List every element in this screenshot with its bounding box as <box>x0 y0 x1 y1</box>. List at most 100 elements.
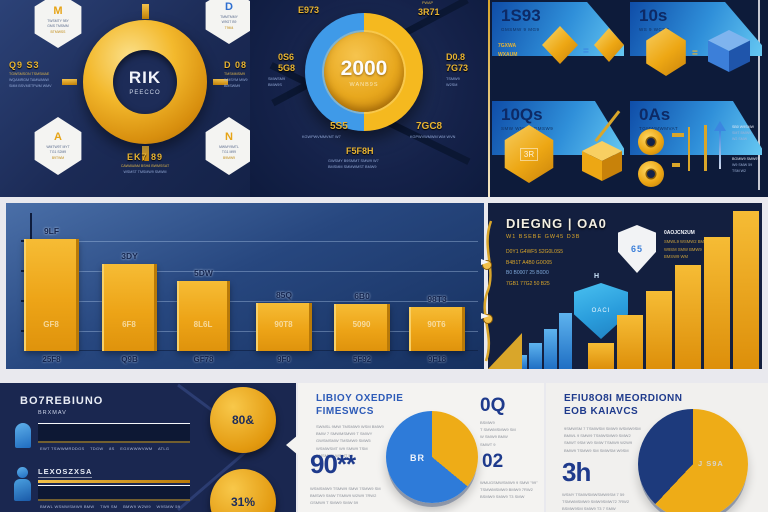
text-line: D0Y1 G4WF5 S2G0L0S5 <box>506 249 563 255</box>
ring-tick-icon <box>213 79 228 85</box>
gauge-label-left-1: 0S6 <box>278 52 295 62</box>
percent-badge: 31% <box>210 469 276 512</box>
divider-gold <box>488 0 490 197</box>
label-title: Q9 S3 <box>9 60 40 70</box>
card-paragraph: SWMSL 9MW TMSMW9 WSM BMW9 BMW 7 SMWMSMW9 … <box>316 423 388 459</box>
gauge-label-br: 7GC8 <box>416 121 443 132</box>
bar-value-label: 90T8 <box>274 320 293 329</box>
growth-subheading: W1 BSEBE GW45 D3B <box>506 234 581 240</box>
equals-icon: = <box>583 46 589 57</box>
hexagon-node: M TWSMTY 98Y GMS TMSMM BTMWSS <box>34 0 82 48</box>
ring-gauge: 2000 WANB9S <box>305 13 423 131</box>
text-line: W9 SMW 59 <box>732 162 753 167</box>
panel-gauge: 2000 WANB9S E973 PWAP 3R71 0S6 5G8 SMWSM… <box>250 0 488 197</box>
quadrant-2: 10s WS 9 WCSG = <box>628 0 768 98</box>
text-line: BSMW9 <box>480 420 495 425</box>
text-line: SMT BMW9 <box>732 130 752 135</box>
bar: 90T8 <box>256 303 312 351</box>
gauge-label-left-2: 5G8 <box>278 63 296 73</box>
text-line: W2 SMW <box>732 136 748 141</box>
gridline <box>30 241 478 242</box>
bar-chart-panel: 9LF GF8 25F8 3DY 6F8 Q9B 5DW 8L6L GF78 85Q 90T8 9F0… <box>6 203 484 369</box>
shield-note: 0AOJCN2UM SMWL9 WSMW2 BMW W9SM SMW BMW9 BMS… <box>664 229 734 261</box>
gauge-label-right-2: 7G73 <box>446 63 469 73</box>
marker-glyph: H <box>594 273 600 280</box>
growth-text-lines: D0Y1 G4WF5 S2G0L0S5 B4B1T A4B0 G0O05 B0 B0… <box>506 247 563 289</box>
shield-label: OACI <box>591 308 611 314</box>
card-heading-line2: FIMESWCS <box>316 405 374 417</box>
gauge-label-left-lines: SMWSM9 BMW9S <box>268 76 310 88</box>
gauge-label-tr: 3R71 <box>418 7 440 17</box>
pie-chart <box>386 411 478 503</box>
ring-subtitle: PEECCO <box>129 90 161 96</box>
text-line: SWMSL 9MW TMSMW9 WSM BMW9 <box>316 424 384 429</box>
bar-value-label: 90T6 <box>427 320 446 329</box>
text-line: BMWL 9 SMW9 TSMWSMW9 SMW2 <box>564 433 631 439</box>
stat-sub: TGMWMWMVAT <box>639 126 679 131</box>
text-line: TGWSMSON TSMSMAE <box>9 72 50 76</box>
text-line: SMM BSVMETFWM WMV <box>9 83 52 88</box>
big-stat: 3h <box>562 457 591 487</box>
bar-value-label: 5090 <box>352 320 371 329</box>
ring-tick-icon <box>142 4 149 19</box>
text-line: SMWL9 WSMW2 BMW <box>664 239 708 244</box>
hexagon-caption: TMMTMMY W9GT B9 T9M4 <box>220 15 238 30</box>
text-line: W SMW9 BMW <box>480 434 508 440</box>
gauge-label-bl-sub: KGWPWVMMVMT W7 <box>302 135 341 139</box>
text-line: SMWT 9SM W9 SMW TSMW9 W2W9 <box>564 440 633 446</box>
bar: GF8 <box>24 239 79 351</box>
bar-top-label: 5DW <box>194 268 213 278</box>
growth-bar-blue <box>559 313 572 369</box>
gauge-label-right-lines: TSMW9 W2SM <box>446 76 486 88</box>
text-line: WMSYM MW9 <box>224 77 248 82</box>
panel-heading: BO7REBIUNO <box>20 395 104 407</box>
text-line: BMW9 TSMW9 SM SMWSM W9SM <box>564 447 629 453</box>
bar-top-label: 3DY <box>121 251 138 261</box>
text-line: WXAUM <box>498 51 518 58</box>
text-line: WMUGSMWSMW9 9 SMW "99" <box>480 480 538 485</box>
hexagon-node: A WMTW9T MYT TG1 S2M9 B9TWM <box>34 117 82 175</box>
card-heading-line2: EOB KAIAVCS <box>564 405 639 417</box>
growth-bar-gold <box>617 315 643 369</box>
bar-value-label: 8L6L <box>193 320 213 329</box>
text-line: SB0 W9SMW <box>732 125 754 129</box>
bar-value-label: 6F8 <box>122 320 136 329</box>
hexagon-node: D TMMTMMY W9GT B9 T9M4 <box>205 0 250 44</box>
middle-band: 9LF GF8 25F8 3DY 6F8 Q9B 5DW 8L6L GF78 85Q 90T8 9F0… <box>0 197 768 375</box>
ring-title: RIK <box>128 68 162 87</box>
text-line: 0AOJCN2UM <box>664 230 695 236</box>
bar-group: 98T3 90T6 9F18 <box>409 294 465 364</box>
equals-icon: = <box>692 48 698 59</box>
stat-number: 0As <box>639 105 671 124</box>
bar-group: 3DY 6F8 Q9B <box>102 251 157 364</box>
pie-slice-label: BR <box>410 453 425 463</box>
text-line: WSMSMW9 TSMW9 SMW 7SMW9 SM <box>310 486 381 491</box>
percent-value: 31% <box>230 495 256 509</box>
row-cells: BMWL WSMWSMW9 BMW TW9 SM BMW9 W2W9 W9SMW… <box>40 504 181 509</box>
label-block-left: Q9 S3 TGWSMSON TSMSMAE WQAMRGM TAMWANW SMM… <box>9 60 65 89</box>
bar: 90T6 <box>409 307 465 351</box>
card-paragraph: WSMSMW9 TSMW9 SMW 7SMW9 SM BMSW9 SMW TSMW… <box>310 485 382 507</box>
bottom-band: BO7REBIUNO BRXMAV EWT TSWWMRDDGS TDGW 8S… <box>0 375 768 512</box>
text-line: GSMW9 T SMW9 SMW 59 <box>310 500 359 506</box>
hexagon-emblem: 3R <box>519 147 539 161</box>
text-line: T SMWMSMW9 SM <box>480 427 516 433</box>
text-line: TMMTMMY <box>220 15 238 20</box>
gold-progress-line <box>38 480 190 483</box>
hexagon-n-icon: N <box>225 131 233 144</box>
card-paragraph: WSMY TSMWSMWSMW9SM 7 59 TSMWMSMW9 SMW9SMW… <box>562 491 646 512</box>
panel-stat-card-right: EFIU8O8I MEORDIONN EOB KAIAVCS 9SMWSM 7 … <box>546 383 768 512</box>
arrow-up-icon <box>714 121 726 131</box>
text-line: GWSMY B9SMMT SMW9 W7 <box>328 159 379 163</box>
text-line: WSMWSMT W9 SMW9 TSM <box>316 445 368 451</box>
bar-group: 5DW 8L6L GF78 <box>177 268 230 364</box>
text-line: B0 B0007 25 B0D0 <box>506 270 549 276</box>
stat-side-text: 7GXWA WXAUM <box>498 42 517 59</box>
text-line: TSMW9 <box>446 77 460 81</box>
panel-progress-rows: BO7REBIUNO BRXMAV EWT TSWWMRDDGS TDGW 8S… <box>0 383 296 512</box>
gold-ring: RIK PEECCO <box>83 20 207 144</box>
shield-emblem: 65 <box>630 244 643 254</box>
stat-sub: WS 9 WCSG <box>639 27 670 32</box>
text-line: 9SMWSM 7 TSMWSM SMW9 WSMW9SM <box>564 426 641 431</box>
gold-bar-icon <box>672 163 680 167</box>
